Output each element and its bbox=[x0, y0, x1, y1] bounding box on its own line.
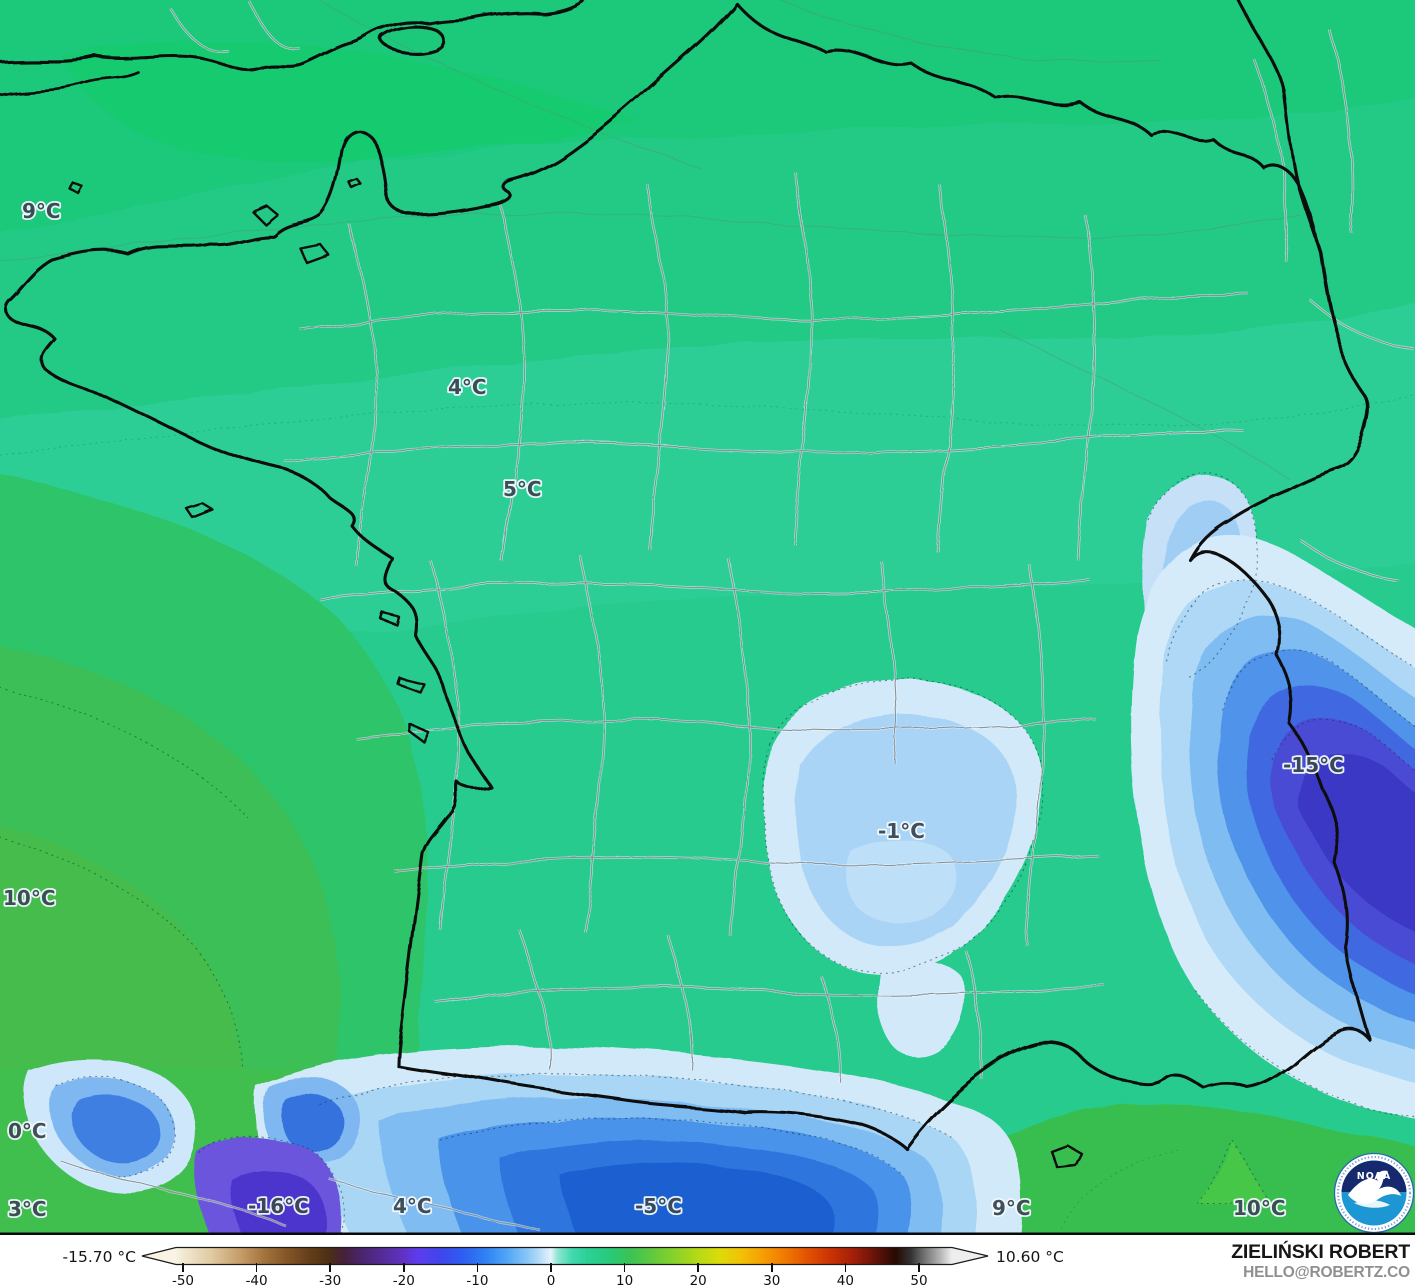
national-borders bbox=[0, 0, 1372, 1170]
spain-border bbox=[396, 1064, 908, 1150]
colorbar-tick-label: 50 bbox=[910, 1273, 928, 1287]
noaa-logo: NOAA bbox=[1333, 1152, 1415, 1234]
colorbar-tick-label: -30 bbox=[319, 1273, 342, 1287]
temp-label: -5°C bbox=[635, 1194, 682, 1218]
italy-border bbox=[1264, 595, 1372, 1042]
temp-label: 4°C bbox=[448, 375, 487, 399]
belgium-border bbox=[735, 2, 1318, 242]
temp-label: 3°C bbox=[8, 1197, 47, 1221]
temp-label: 10°C bbox=[3, 886, 56, 910]
colorbar-tick bbox=[623, 1263, 626, 1272]
temp-label: 9°C bbox=[22, 199, 61, 223]
attribution-email: HELLO@ROBERTZ.CO bbox=[1243, 1264, 1410, 1281]
max-temp-label: 10.60 °C bbox=[996, 1248, 1064, 1266]
colorbar-footer: -50 -40 -30 -20 -10 0 10 20 30 40 50 -15.70 °C 10.… bbox=[0, 1235, 1415, 1287]
temp-label: -16°C bbox=[248, 1194, 309, 1218]
temp-label: -15°C bbox=[1283, 753, 1344, 777]
pyrenees-cold-region bbox=[25, 1045, 1023, 1235]
colorbar-tick-label: 40 bbox=[836, 1273, 854, 1287]
colorbar-gradient bbox=[141, 1246, 989, 1266]
noaa-logo-sky bbox=[1341, 1160, 1407, 1192]
colorbar-tick bbox=[697, 1263, 699, 1272]
colorbar-tick-label: -50 bbox=[171, 1273, 195, 1287]
france-coastline bbox=[4, 2, 739, 1068]
alps-cold-region bbox=[1130, 535, 1415, 1118]
temp-label: 10°C bbox=[1233, 1196, 1286, 1220]
switzerland-border bbox=[1188, 395, 1371, 599]
map-bottom-border bbox=[0, 1232, 1415, 1235]
colorbar-tick bbox=[771, 1263, 773, 1272]
temp-label: 5°C bbox=[503, 477, 542, 501]
islands bbox=[67, 178, 430, 746]
colorbar-tick bbox=[918, 1263, 920, 1272]
colorbar-svg bbox=[141, 1246, 989, 1266]
attribution-name: ZIELIŃSKI ROBERT bbox=[1231, 1241, 1410, 1263]
colorbar-tick bbox=[403, 1263, 405, 1272]
colorbar-tick bbox=[329, 1263, 331, 1272]
germany-border bbox=[1236, 0, 1368, 399]
colorbar-tick bbox=[182, 1263, 184, 1272]
temperature-fill-layer bbox=[0, 0, 1415, 1235]
massif-central-cold-region bbox=[764, 679, 1042, 1058]
map-svg: 9°C 4°C 5°C -1°C -15°C 10°C 0°C 3°C -16°C 4°C -5°C… bbox=[0, 0, 1415, 1235]
colorbar-tick-label: 20 bbox=[689, 1273, 707, 1287]
temp-label: 0°C bbox=[8, 1119, 47, 1143]
noaa-seagull-icon bbox=[1348, 1170, 1401, 1204]
mediterranean-coast bbox=[904, 1027, 1372, 1150]
colorbar-tick bbox=[844, 1263, 847, 1272]
dashed-contour-lines bbox=[0, 394, 1415, 1235]
temperature-labels: 9°C 4°C 5°C -1°C -15°C 10°C 0°C 3°C -16°C 4°C -5°C… bbox=[1, 197, 1345, 1223]
colorbar-tick-label: 0 bbox=[546, 1273, 556, 1287]
min-temp-label: -15.70 °C bbox=[62, 1248, 136, 1266]
colorbar-tick bbox=[476, 1263, 479, 1272]
uk-coastline bbox=[0, 26, 384, 72]
colorbar-tick-label: 30 bbox=[763, 1273, 781, 1287]
colorbar-tick-label: -20 bbox=[392, 1273, 415, 1287]
colorbar-tick-label: -10 bbox=[466, 1273, 489, 1287]
temp-label: -1°C bbox=[878, 819, 925, 843]
colorbar-tick bbox=[550, 1263, 552, 1272]
colorbar-tick-label: 10 bbox=[616, 1273, 634, 1287]
colorbar-tick-label: -40 bbox=[245, 1273, 268, 1287]
map-area: 9°C 4°C 5°C -1°C -15°C 10°C 0°C 3°C -16°C 4°C -5°C… bbox=[0, 0, 1415, 1235]
temp-label: 4°C bbox=[393, 1194, 432, 1218]
attribution: ZIELIŃSKI ROBERT HELLO@ROBERTZ.CO bbox=[1231, 1241, 1410, 1282]
temp-label: 9°C bbox=[992, 1196, 1031, 1220]
noaa-logo-text: NOAA bbox=[1357, 1171, 1391, 1182]
colorbar-tick bbox=[255, 1263, 258, 1272]
